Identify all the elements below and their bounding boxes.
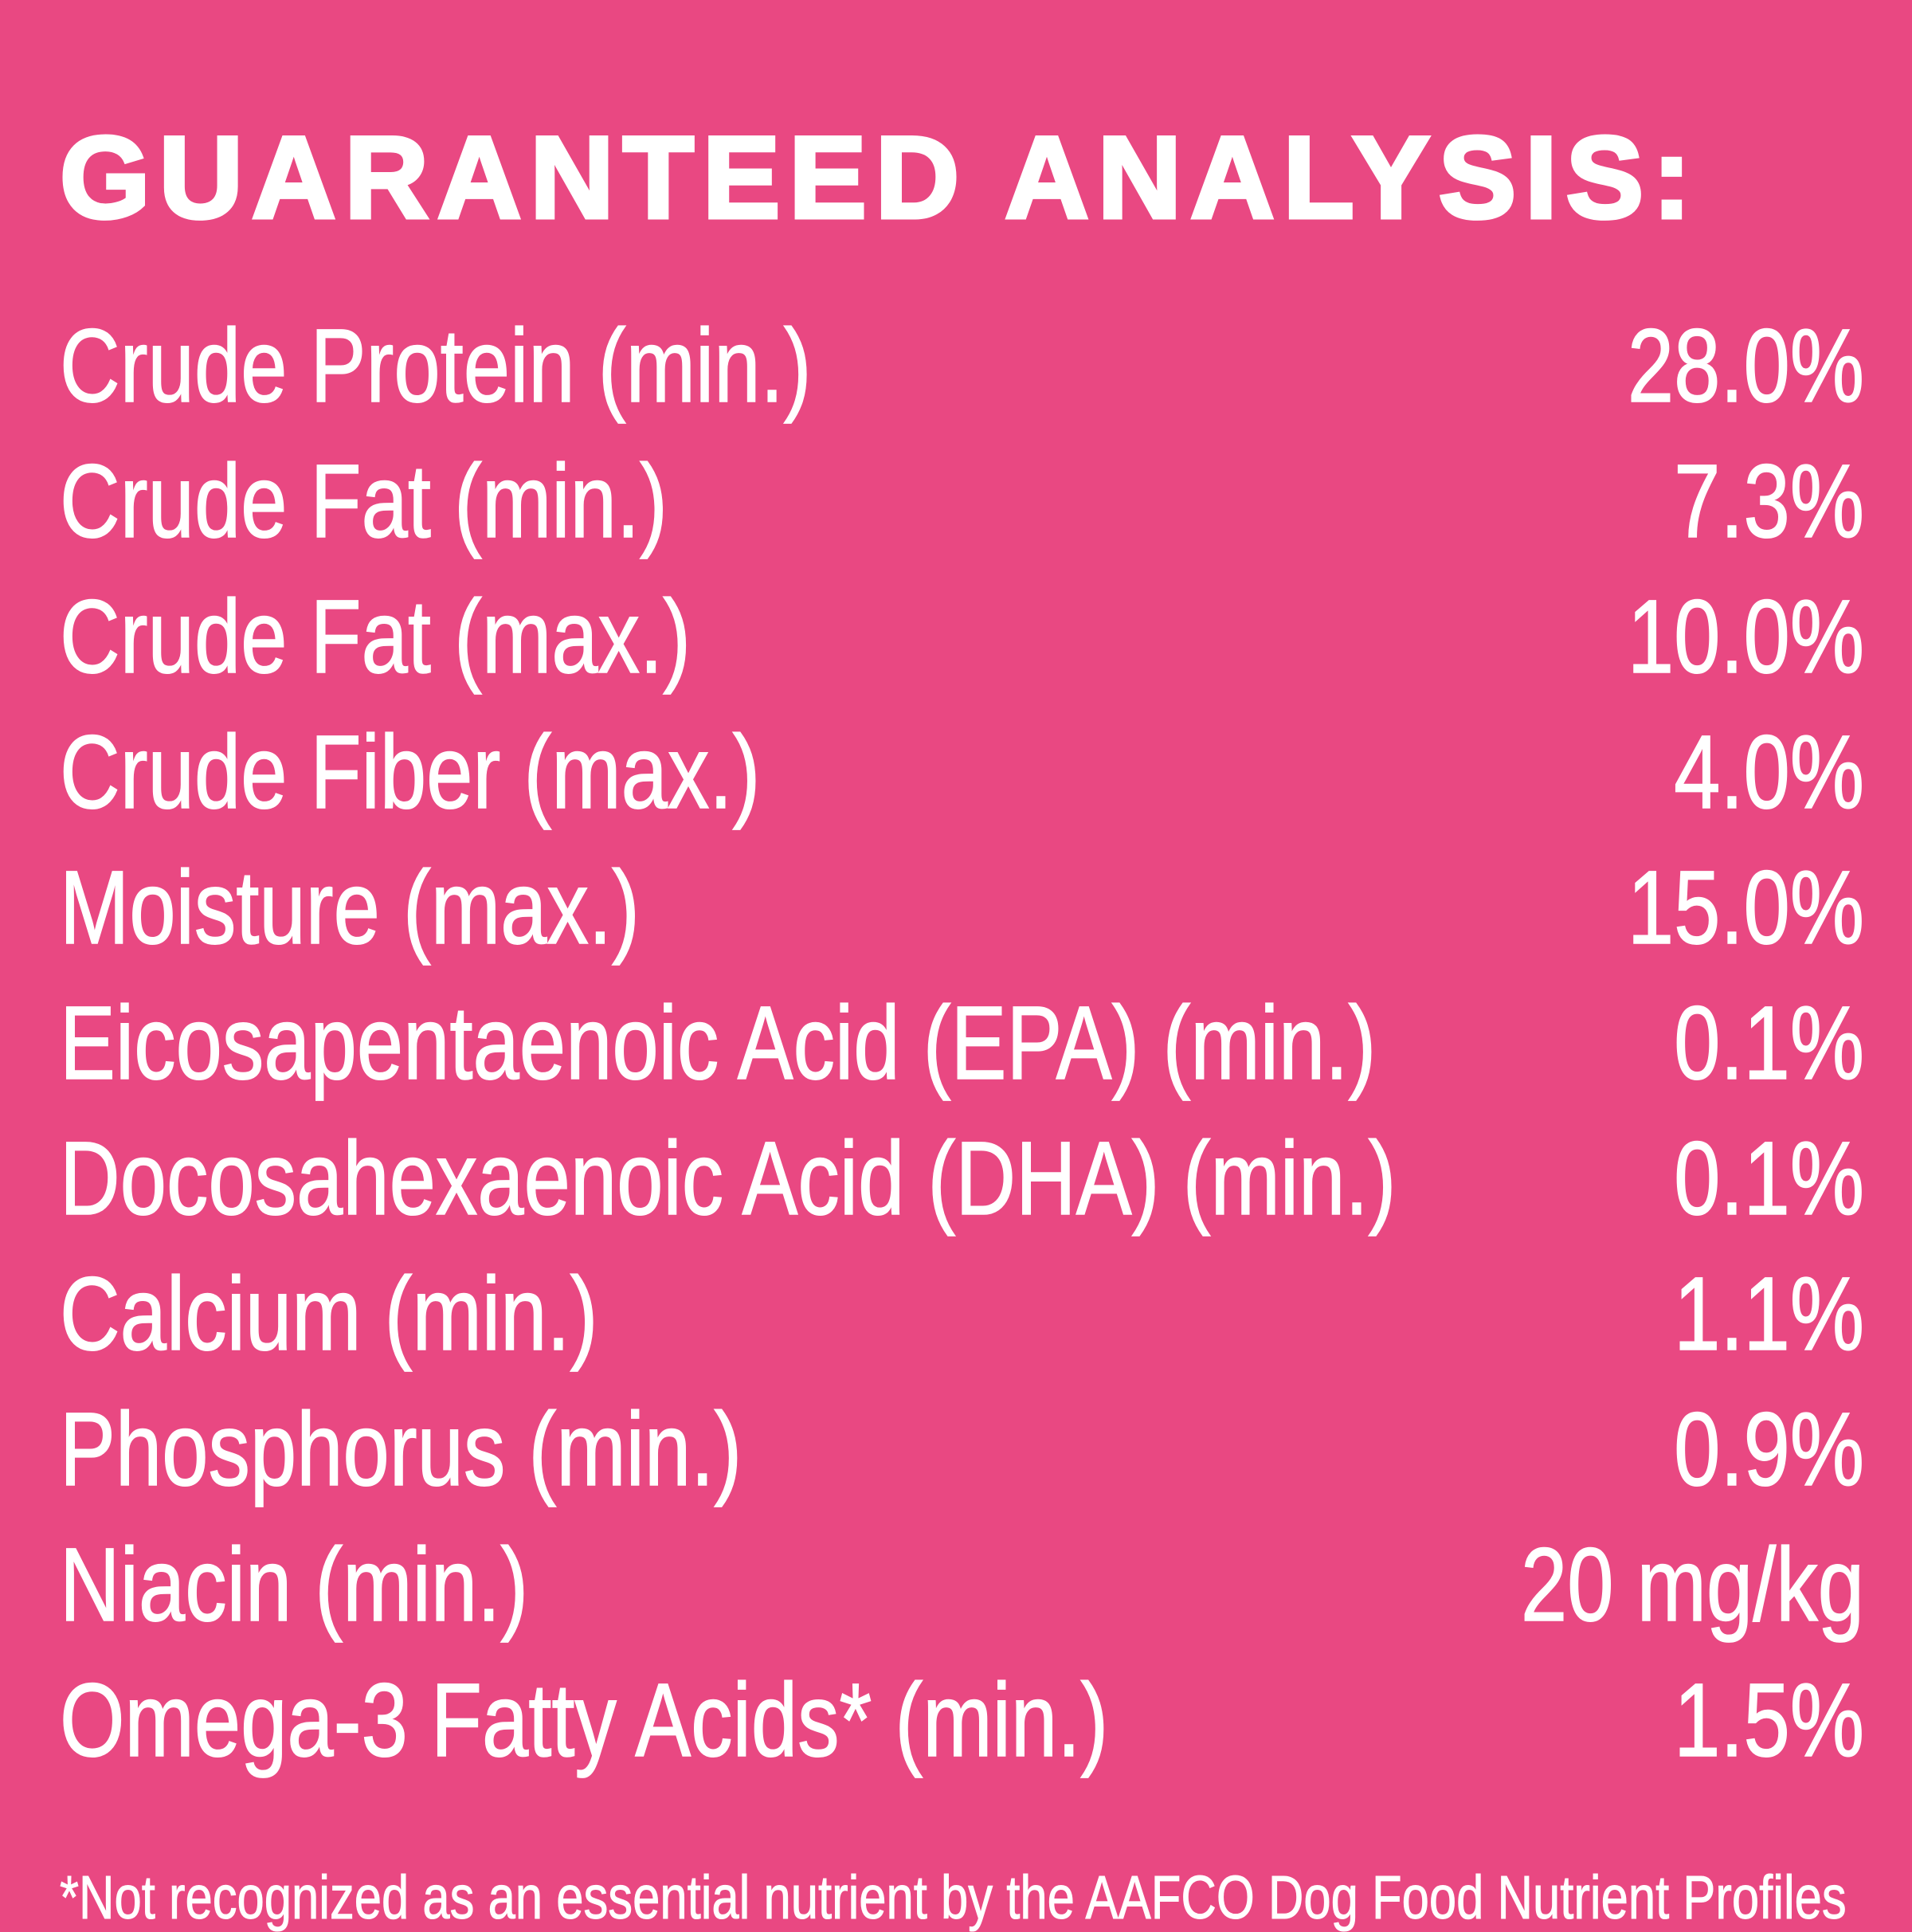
nutrient-label: Crude Protein (min.) (59, 306, 812, 425)
nutrient-value: 1.1% (1674, 1254, 1865, 1373)
nutrient-value: 20 mg/kg (1520, 1525, 1864, 1644)
nutrient-value: 15.0% (1627, 848, 1864, 966)
nutrient-value: 0.9% (1674, 1389, 1865, 1508)
nutrient-label: Niacin (min.) (59, 1525, 529, 1644)
nutrient-value: 4.0% (1674, 712, 1865, 831)
analysis-row-crude-fat-max: Crude Fat (max.) 10.0% (59, 569, 1864, 704)
analysis-row-crude-fiber: Crude Fiber (max.) 4.0% (59, 704, 1865, 840)
analysis-row-omega3: Omega-3 Fatty Acids* (min.) 1.5% (59, 1652, 1865, 1788)
analysis-row-calcium: Calcium (min.) 1.1% (59, 1246, 1865, 1381)
analysis-row-epa: Eicosapentaenoic Acid (EPA) (min.) 0.1% (59, 975, 1865, 1111)
nutrient-label: Moisture (max.) (59, 848, 640, 966)
nutrient-label: Docosahexaenoic Acid (DHA) (min.) (59, 1119, 1397, 1237)
nutrient-label: Omega-3 Fatty Acids* (min.) (59, 1660, 1109, 1779)
nutrient-value: 28.0% (1627, 306, 1864, 425)
analysis-row-niacin: Niacin (min.) 20 mg/kg (59, 1517, 1864, 1652)
nutrient-value: 0.1% (1674, 983, 1865, 1102)
analysis-table: Crude Protein (min.) 28.0% Crude Fat (mi… (59, 298, 1865, 1788)
nutrient-label: Crude Fat (min.) (59, 441, 668, 560)
aafco-footnote: *Not recognized as an essential nutrient… (60, 1863, 1847, 1932)
nutrient-label: Eicosapentaenoic Acid (EPA) (min.) (59, 983, 1377, 1102)
nutrient-label: Calcium (min.) (59, 1254, 598, 1373)
analysis-row-phosphorus: Phosphorus (min.) 0.9% (59, 1381, 1865, 1517)
nutrient-value: 1.5% (1674, 1660, 1865, 1779)
analysis-row-crude-protein: Crude Protein (min.) 28.0% (59, 298, 1864, 433)
nutrient-label: Phosphorus (min.) (59, 1389, 742, 1508)
nutrient-label: Crude Fiber (max.) (59, 712, 761, 831)
nutrient-value: 7.3% (1674, 441, 1865, 560)
panel-title: GUARANTEED ANALYSIS: (58, 112, 1700, 242)
analysis-row-moisture: Moisture (max.) 15.0% (59, 840, 1864, 975)
guaranteed-analysis-panel: GUARANTEED ANALYSIS: Crude Protein (min.… (58, 112, 1865, 1932)
nutrient-value: 10.0% (1627, 577, 1864, 696)
analysis-row-dha: Docosahexaenoic Acid (DHA) (min.) 0.1% (59, 1111, 1865, 1246)
nutrient-value: 0.1% (1674, 1119, 1865, 1237)
analysis-row-crude-fat-min: Crude Fat (min.) 7.3% (59, 433, 1865, 569)
nutrient-label: Crude Fat (max.) (59, 577, 691, 696)
